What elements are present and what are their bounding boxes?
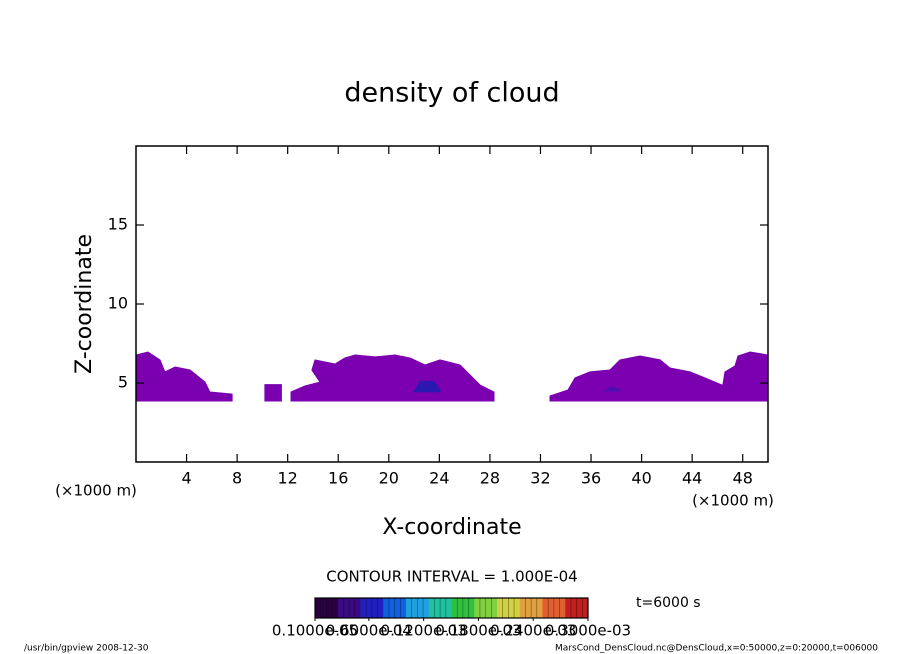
x-axis-label: X-coordinate <box>382 515 521 540</box>
x-tick-label: 48 <box>733 469 753 488</box>
x-tick-label: 32 <box>530 469 550 488</box>
y-tick-label: 15 <box>108 215 128 234</box>
cloud-region <box>549 355 723 402</box>
x-tick-label: 40 <box>631 469 651 488</box>
cloud-region <box>135 351 233 402</box>
colorbar-frame <box>314 597 589 619</box>
y-unit: (×1000 m) <box>55 482 137 500</box>
x-tick-label: 36 <box>581 469 601 488</box>
y-tick-label: 5 <box>118 373 128 392</box>
time-label: t=6000 s <box>636 595 701 611</box>
y-axis-label: Z-coordinate <box>72 234 97 374</box>
cloud-region <box>413 380 442 393</box>
colorbar-tick-label: 0.2400e-03 <box>490 622 576 640</box>
x-tick-label: 20 <box>379 469 399 488</box>
cloud-region <box>603 386 622 392</box>
y-tick-label: 10 <box>108 294 128 313</box>
x-tick-label: 8 <box>232 469 242 488</box>
x-tick-label: 44 <box>682 469 702 488</box>
chart-title: density of cloud <box>344 78 559 109</box>
footer-right: MarsCond_DensCloud.nc@DensCloud,x=0:5000… <box>555 644 878 654</box>
cloud-region <box>290 354 495 402</box>
x-tick-label: 16 <box>328 469 348 488</box>
cloud-region <box>264 384 282 402</box>
annotation: CONTOUR INTERVAL = 1.000E-04 <box>326 568 577 586</box>
x-tick-label: 28 <box>480 469 500 488</box>
colorbar-tick-label: 0.1800e-03 <box>435 622 521 640</box>
x-tick-label: 4 <box>181 469 191 488</box>
colorbar-tick-label: 0.6000e-04 <box>326 622 412 640</box>
x-tick-label: 24 <box>429 469 449 488</box>
colorbar-tick-label: 0.1000e-05 <box>272 622 358 640</box>
x-unit: (×1000 m) <box>692 492 774 510</box>
colorbar-tick-label: 0.1200e-03 <box>381 622 467 640</box>
x-tick-label: 12 <box>278 469 298 488</box>
footer-left: /usr/bin/gpview 2008-12-30 <box>24 644 149 654</box>
colorbar-tick-label: 0.3000e-03 <box>545 622 631 640</box>
